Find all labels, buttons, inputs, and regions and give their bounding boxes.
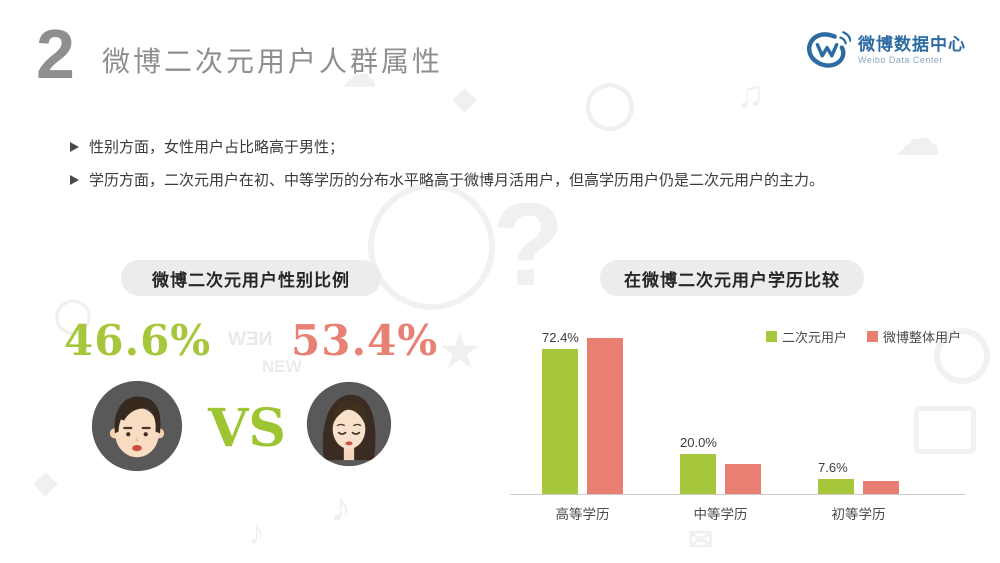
bar-wrap: 20.0% — [680, 435, 717, 494]
bar-series1-cat1 — [725, 464, 761, 494]
bar-wrap: 7.6% — [818, 460, 854, 494]
watermark-shape: ♪ — [248, 514, 265, 552]
bar-series1-cat2 — [863, 481, 899, 494]
bar-wrap: 72.4% — [542, 330, 579, 494]
arrowhead-icon — [70, 175, 79, 186]
bar-wrap — [587, 338, 623, 494]
education-section-header: 在微博二次元用户学历比较 — [600, 260, 864, 296]
category-labels: 高等学历 中等学历 初等学历 — [510, 315, 965, 530]
watermark-shape: ◯ — [584, 77, 636, 129]
slide-number: 2 — [36, 15, 75, 93]
bar-group: 7.6% — [818, 460, 899, 494]
page-title: 微博二次元用户人群属性 — [102, 46, 444, 77]
bar-plot: 72.4% 20.0% 7.6% — [510, 315, 965, 530]
category-label: 初等学历 — [831, 507, 886, 522]
bullet-text: 性别方面，女性用户占比略高于男性； — [89, 139, 345, 156]
watermark-shape: ◆ — [34, 466, 58, 499]
bar-wrap — [863, 481, 899, 494]
logo-name: 微博数据中心 — [858, 35, 966, 55]
bar-wrap — [725, 464, 761, 494]
category-label: 高等学历 — [555, 507, 610, 522]
legend-swatch — [765, 331, 777, 342]
bar-value-label: 20.0% — [680, 435, 717, 450]
logo-subtitle: Weibo Data Center — [858, 54, 943, 65]
bar-group: 20.0% — [680, 435, 761, 494]
watermark-shape: ★ — [440, 327, 480, 376]
watermark-shape: ✉ — [688, 524, 714, 557]
bullet-item: 学历方面，二次元用户在初、中等学历的分布水平略高于微博月活用户，但高学历用户仍是… — [70, 171, 950, 191]
female-avatar — [306, 381, 392, 467]
legend-swatch — [866, 331, 878, 342]
bar-series0-cat0 — [542, 349, 578, 494]
watermark-shape: NEW — [228, 329, 273, 350]
bar-group: 72.4% — [542, 330, 623, 494]
watermark-shape: ♫ — [736, 74, 765, 116]
bar-series1-cat0 — [587, 338, 623, 494]
gender-section-header: 微博二次元用户性别比例 — [121, 260, 381, 296]
bar-value-label: 7.6% — [818, 460, 848, 475]
bullet-list: 性别方面，女性用户占比略高于男性； 学历方面，二次元用户在初、中等学历的分布水平… — [70, 138, 950, 205]
male-percentage: 46.6% — [64, 316, 212, 365]
education-bar-chart: 二次元用户 微博整体用户 72.4% 20.0% 7.6% 高等学历 中等学历 初等学历 — [510, 315, 965, 530]
watermark-shape: ♪ — [330, 483, 351, 530]
bar-series0-cat1 — [680, 454, 716, 494]
vs-label: VS — [208, 398, 286, 459]
x-axis-line — [510, 494, 965, 495]
legend-label: 二次元用户 — [781, 330, 847, 345]
weibo-data-center-logo: 微博数据中心 Weibo Data Center — [805, 28, 966, 72]
male-avatar — [91, 380, 183, 472]
watermark-shape: ◆ — [453, 82, 477, 115]
bullet-text: 学历方面，二次元用户在初、中等学历的分布水平略高于微博月活用户，但高学历用户仍是… — [89, 172, 825, 190]
bullet-item: 性别方面，女性用户占比略高于男性； — [70, 138, 950, 158]
arrowhead-icon — [70, 142, 79, 152]
legend-item: 二次元用户 — [765, 327, 847, 346]
category-label: 中等学历 — [693, 507, 748, 522]
female-percentage: 53.4% — [291, 316, 439, 365]
weibo-logo-icon — [807, 31, 851, 68]
bar-series0-cat2 — [818, 479, 854, 494]
logo-text: 微博数据中心 Weibo Data Center — [858, 35, 966, 65]
bar-value-label: 72.4% — [542, 330, 579, 345]
